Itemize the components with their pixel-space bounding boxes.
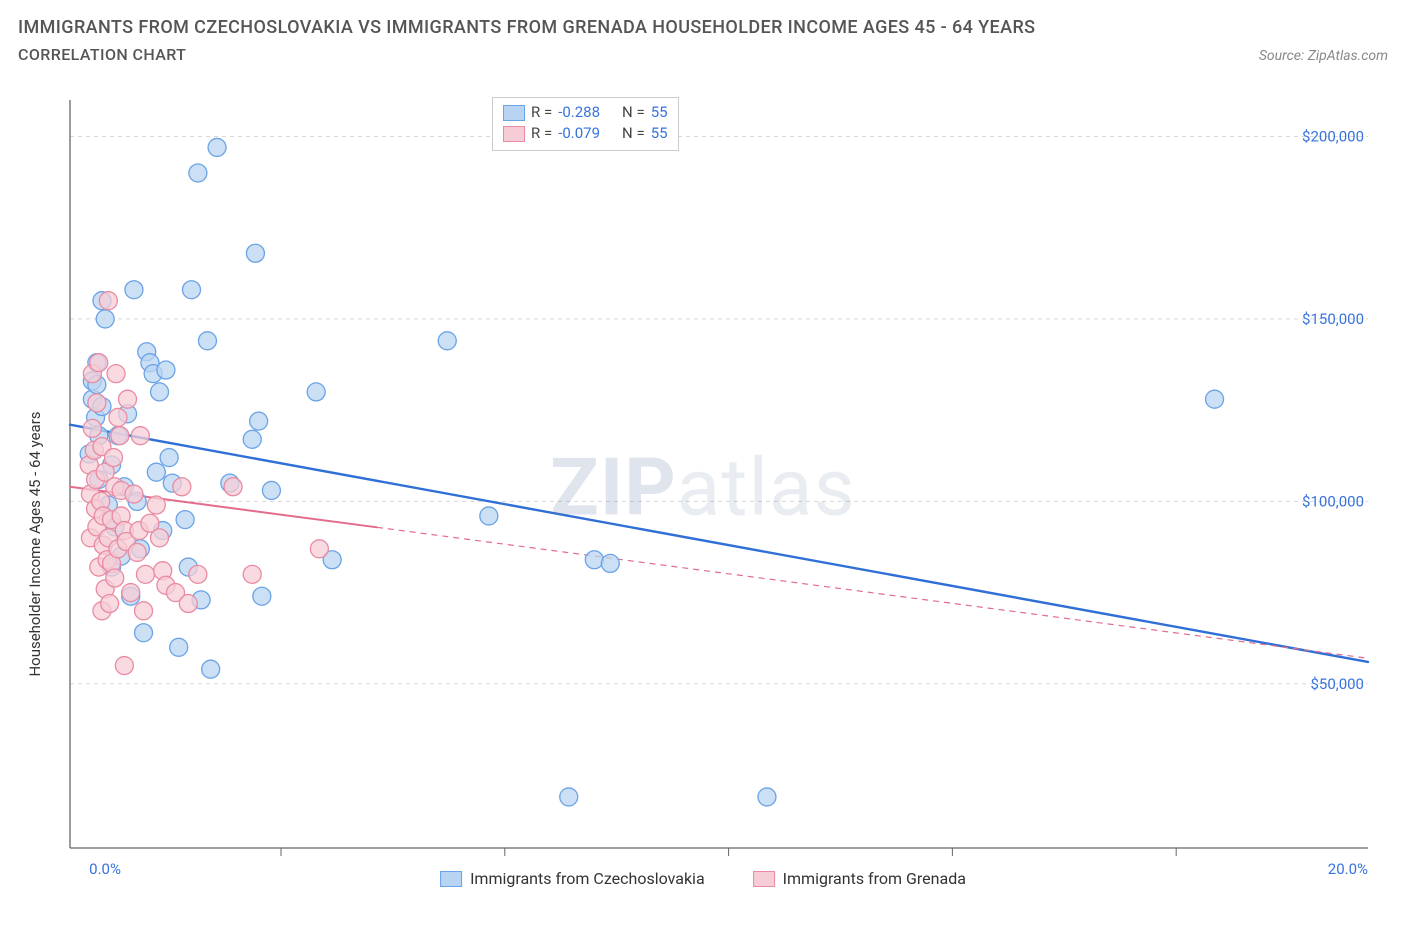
data-point (125, 485, 143, 503)
data-point (246, 244, 264, 262)
y-axis-label: Householder Income Ages 45 - 64 years (26, 411, 44, 676)
data-point (176, 511, 194, 529)
x-tick-label: 20.0% (1328, 860, 1368, 878)
data-point (151, 383, 169, 401)
data-point (243, 430, 261, 448)
x-tick-label: 0.0% (89, 860, 121, 878)
data-point (208, 138, 226, 156)
correlation-legend: R = -0.288 N = 55 R = -0.079 N = 55 (492, 97, 679, 151)
y-tick-label: $100,000 (1302, 492, 1364, 510)
data-point (157, 361, 175, 379)
data-point (307, 383, 325, 401)
legend-label: Immigrants from Grenada (783, 869, 966, 888)
data-point (135, 602, 153, 620)
legend-n-value: 55 (651, 123, 668, 144)
legend-n-label: N = (622, 102, 645, 123)
data-point (560, 788, 578, 806)
data-point (250, 412, 268, 430)
series-legend: Immigrants from Czechoslovakia Immigrants… (440, 869, 966, 888)
legend-item: Immigrants from Grenada (753, 869, 966, 888)
data-point (1206, 390, 1224, 408)
data-point (106, 569, 124, 587)
chart-container: $50,000 $100,000 $150,000 $200,000 0.0% 20.0%… (18, 92, 1388, 892)
data-point (125, 281, 143, 299)
legend-row: R = -0.288 N = 55 (503, 102, 668, 123)
legend-n-label: N = (622, 123, 645, 144)
data-point (262, 481, 280, 499)
data-point (758, 788, 776, 806)
data-point (131, 427, 149, 445)
legend-r-label: R = (531, 102, 552, 123)
legend-n-value: 55 (651, 102, 668, 123)
data-point (136, 565, 154, 583)
data-point (90, 354, 108, 372)
data-point (182, 281, 200, 299)
data-point (83, 419, 101, 437)
data-point (99, 292, 117, 310)
data-point (179, 595, 197, 613)
data-point (310, 540, 328, 558)
chart-header: IMMIGRANTS FROM CZECHOSLOVAKIA VS IMMIGR… (0, 0, 1406, 70)
y-tick-label: $200,000 (1302, 127, 1364, 145)
data-point (96, 310, 114, 328)
legend-row: R = -0.079 N = 55 (503, 123, 668, 144)
data-point (111, 427, 129, 445)
data-point (101, 595, 119, 613)
legend-r-label: R = (531, 123, 552, 144)
chart-subtitle: CORRELATION CHART (18, 45, 186, 64)
legend-swatch (440, 871, 462, 887)
legend-swatch (753, 871, 775, 887)
data-point (151, 529, 169, 547)
data-point (107, 365, 125, 383)
data-point (480, 507, 498, 525)
data-point (88, 394, 106, 412)
legend-swatch (503, 105, 525, 121)
data-point (122, 584, 140, 602)
data-point (198, 332, 216, 350)
data-point (438, 332, 456, 350)
legend-label: Immigrants from Czechoslovakia (470, 869, 705, 888)
legend-r-value: -0.079 (558, 123, 600, 144)
data-point (170, 638, 188, 656)
data-point (115, 657, 133, 675)
y-tick-label: $50,000 (1310, 675, 1364, 693)
data-point (224, 478, 242, 496)
data-point (104, 449, 122, 467)
legend-item: Immigrants from Czechoslovakia (440, 869, 705, 888)
chart-source: Source: ZipAtlas.com (1259, 48, 1388, 64)
data-point (160, 449, 178, 467)
data-point (147, 463, 165, 481)
data-point (243, 565, 261, 583)
data-point (585, 551, 603, 569)
chart-title: IMMIGRANTS FROM CZECHOSLOVAKIA VS IMMIGR… (18, 14, 1388, 41)
data-point (109, 408, 127, 426)
data-point (135, 624, 153, 642)
y-tick-label: $150,000 (1302, 310, 1364, 328)
data-point (601, 554, 619, 572)
data-point (189, 164, 207, 182)
data-point (119, 390, 137, 408)
data-point (128, 543, 146, 561)
scatter-chart: $50,000 $100,000 $150,000 $200,000 0.0% 20.0%… (18, 92, 1388, 892)
data-point (253, 587, 271, 605)
legend-swatch (503, 126, 525, 142)
data-point (189, 565, 207, 583)
data-point (173, 478, 191, 496)
data-point (147, 496, 165, 514)
data-point (202, 660, 220, 678)
legend-r-value: -0.288 (558, 102, 600, 123)
